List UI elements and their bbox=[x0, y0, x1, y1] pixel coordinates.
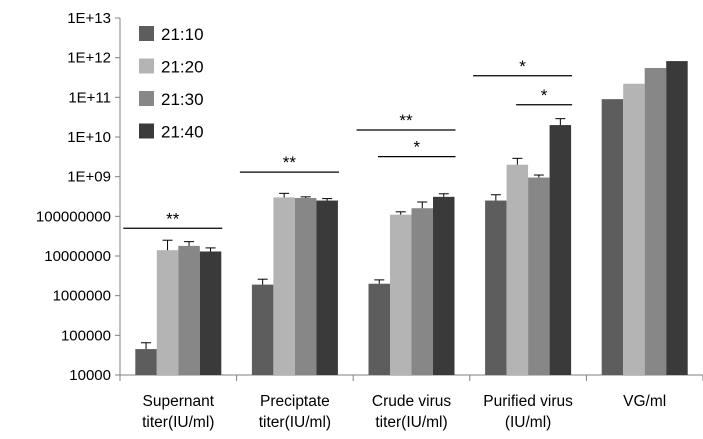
x-category-label: titer(IU/ml) bbox=[375, 414, 447, 431]
bars bbox=[135, 61, 688, 376]
bar bbox=[506, 164, 529, 375]
bar bbox=[156, 250, 179, 375]
legend-label: 21:20 bbox=[161, 58, 204, 77]
y-tick-label: 1000000 bbox=[53, 288, 111, 305]
axes: 10000 100000 1000000 10000000 100000000 1E+09… bbox=[36, 10, 703, 431]
y-tick-label: 10000 bbox=[69, 367, 111, 384]
legend-swatch bbox=[139, 26, 154, 41]
bar bbox=[135, 349, 157, 375]
bar bbox=[433, 196, 455, 375]
significance-label: * bbox=[541, 86, 548, 105]
legend-swatch bbox=[139, 123, 154, 139]
bar bbox=[368, 283, 390, 375]
y-tick-label: 1E+10 bbox=[67, 129, 111, 146]
bar bbox=[666, 61, 688, 375]
x-category-label: (IU/ml) bbox=[505, 414, 552, 431]
bar bbox=[644, 67, 667, 376]
x-category-label: Purified virus bbox=[483, 393, 573, 410]
significance-label: ** bbox=[283, 153, 297, 172]
x-category-label: VG/ml bbox=[623, 393, 666, 410]
bar bbox=[485, 200, 507, 375]
bar bbox=[199, 251, 222, 375]
y-tick-label: 1E+09 bbox=[67, 169, 111, 186]
x-category-label: titer(IU/ml) bbox=[142, 414, 214, 431]
bar bbox=[601, 99, 624, 376]
y-tick-label: 100000 bbox=[61, 327, 111, 344]
legend-label: 21:10 bbox=[161, 25, 204, 44]
x-category-label: Supernant bbox=[143, 393, 215, 410]
bar bbox=[251, 284, 274, 375]
bar bbox=[178, 245, 200, 375]
legend-swatch bbox=[139, 58, 154, 74]
legend-label: 21:40 bbox=[161, 123, 204, 142]
bar bbox=[316, 200, 338, 375]
bar bbox=[411, 208, 433, 375]
bar bbox=[273, 197, 295, 375]
significance-markers: ********* bbox=[123, 57, 573, 229]
y-tick-label: 10000000 bbox=[44, 248, 111, 265]
legend: 21:10 21:20 21:30 21:40 bbox=[139, 25, 204, 142]
x-category-label: Crude virus bbox=[372, 393, 451, 410]
significance-label: * bbox=[519, 57, 526, 76]
error-bars bbox=[141, 118, 566, 350]
y-tick-label: 1E+12 bbox=[67, 50, 111, 67]
significance-label: * bbox=[413, 138, 420, 157]
legend-label: 21:30 bbox=[161, 90, 204, 109]
y-tick-label: 100000000 bbox=[36, 208, 111, 225]
bar bbox=[549, 125, 572, 375]
x-category-label: titer(IU/ml) bbox=[259, 414, 331, 431]
bar bbox=[294, 197, 317, 375]
significance-label: ** bbox=[166, 209, 180, 228]
bar bbox=[623, 83, 645, 376]
y-tick-label: 1E+13 bbox=[67, 10, 111, 27]
bar bbox=[528, 177, 550, 375]
x-category-label: Preciptate bbox=[260, 393, 330, 410]
legend-swatch bbox=[139, 91, 154, 106]
bar bbox=[390, 214, 412, 375]
y-tick-label: 1E+11 bbox=[68, 89, 111, 106]
significance-label: ** bbox=[399, 111, 413, 130]
